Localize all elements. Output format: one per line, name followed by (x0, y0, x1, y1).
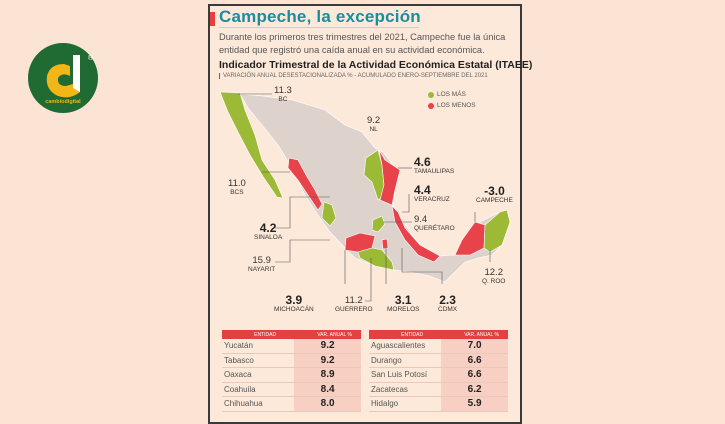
annual-variation: 9.2 (294, 353, 361, 367)
entity-name: Aguascalientes (371, 341, 426, 351)
table-row: San Luis Potosí 6.6 (369, 368, 508, 383)
annual-variation: 9.2 (294, 339, 361, 353)
label-nayarit: 15.9 NAYARIT (248, 255, 276, 273)
baja-california (219, 91, 284, 199)
table-row: Durango 6.6 (369, 353, 508, 368)
entity-name: Tabasco (224, 355, 254, 365)
table-row: Tabasco 9.2 (222, 353, 361, 368)
label-nl: 9.2 NL (367, 115, 381, 133)
label-cdmx: 2.3 CDMX (438, 293, 458, 313)
entity-name: Chihuahua (224, 399, 263, 409)
map-legend: LOS MÁS LOS MENOS (428, 91, 476, 113)
label-veracruz: 4.4 VERACRUZ (414, 183, 450, 203)
annual-variation: 5.9 (441, 397, 508, 411)
annual-variation: 7.0 (441, 339, 508, 353)
table-left: ENTIDAD VAR. ANUAL % Yucatán 9.2 Tabasco 9.2… (222, 330, 361, 412)
annual-variation: 8.9 (294, 368, 361, 382)
green-dot-icon (428, 91, 434, 98)
annual-variation: 8.0 (294, 397, 361, 411)
red-dot-icon (428, 102, 434, 109)
queretaro (371, 215, 386, 233)
entity-name: Hidalgo (371, 399, 399, 409)
annual-variation: 8.4 (294, 382, 361, 396)
quintana-roo (483, 209, 511, 253)
map-title: Indicador Trimestral de la Actividad Eco… (219, 59, 533, 71)
table-row: Hidalgo 5.9 (369, 397, 508, 412)
morelos (381, 238, 389, 250)
legend-item-mas: LOS MÁS (428, 91, 476, 98)
table-row: Zacatecas 6.2 (369, 382, 508, 397)
entity-name: Yucatán (224, 341, 253, 351)
map-subtitle: VARIACIÓN ANUAL DESESTACIONALIZADA % - A… (219, 73, 488, 79)
intro-text: Durante los primeros tres trimestres del… (219, 32, 506, 55)
table-row: Chihuahua 8.0 (222, 397, 361, 412)
table-row: Yucatán 9.2 (222, 339, 361, 354)
entity-name: Zacatecas (371, 384, 408, 394)
tamaulipas (378, 149, 401, 206)
mexico-map (219, 91, 511, 302)
entity-name: Oaxaca (224, 370, 252, 380)
label-bcs: 11.0 BCS (228, 178, 246, 196)
annual-variation: 6.6 (441, 368, 508, 382)
legend-item-menos: LOS MENOS (428, 102, 476, 109)
table-header: ENTIDAD VAR. ANUAL % (369, 330, 508, 339)
label-morelos: 3.1 MORELOS (387, 293, 420, 313)
nayarit (321, 201, 337, 227)
entity-name: Durango (371, 355, 402, 365)
logo: ® cambiodigital (28, 43, 98, 113)
table-row: Oaxaca 8.9 (222, 368, 361, 383)
table-row: Aguascalientes 7.0 (369, 339, 508, 354)
label-sinaloa: 4.2 SINALOA (254, 221, 283, 241)
annual-variation: 6.2 (441, 382, 508, 396)
table-right: ENTIDAD VAR. ANUAL % Aguascalientes 7.0 Dur… (369, 330, 508, 412)
leader-lines (238, 93, 491, 302)
label-bc: 11.3 BC (274, 85, 292, 103)
label-tamaulipas: 4.6 TAMAULIPAS (414, 155, 455, 175)
title-divider (219, 27, 419, 28)
title-accent (210, 12, 215, 26)
label-guerrero: 11.2 GUERRERO (335, 295, 373, 313)
veracruz (391, 205, 441, 263)
entity-name: San Luis Potosí (371, 370, 428, 380)
label-qroo: 12.2 Q. ROO (482, 267, 506, 285)
table-header: ENTIDAD VAR. ANUAL % (222, 330, 361, 339)
logo-text: cambiodigital (45, 99, 81, 105)
label-michoacan: 3.9 MICHOACÁN (274, 293, 314, 313)
guerrero (357, 247, 395, 271)
registered-mark: ® (88, 54, 94, 62)
table-row: Coahuila 8.4 (222, 382, 361, 397)
label-campeche: -3.0 CAMPECHE (476, 184, 513, 204)
entity-name: Coahuila (224, 384, 256, 394)
annual-variation: 6.6 (441, 353, 508, 367)
label-queretaro: 9.4 QUERÉTARO (414, 214, 455, 232)
campeche (454, 221, 486, 256)
article-title: Campeche, la excepción (219, 7, 421, 26)
